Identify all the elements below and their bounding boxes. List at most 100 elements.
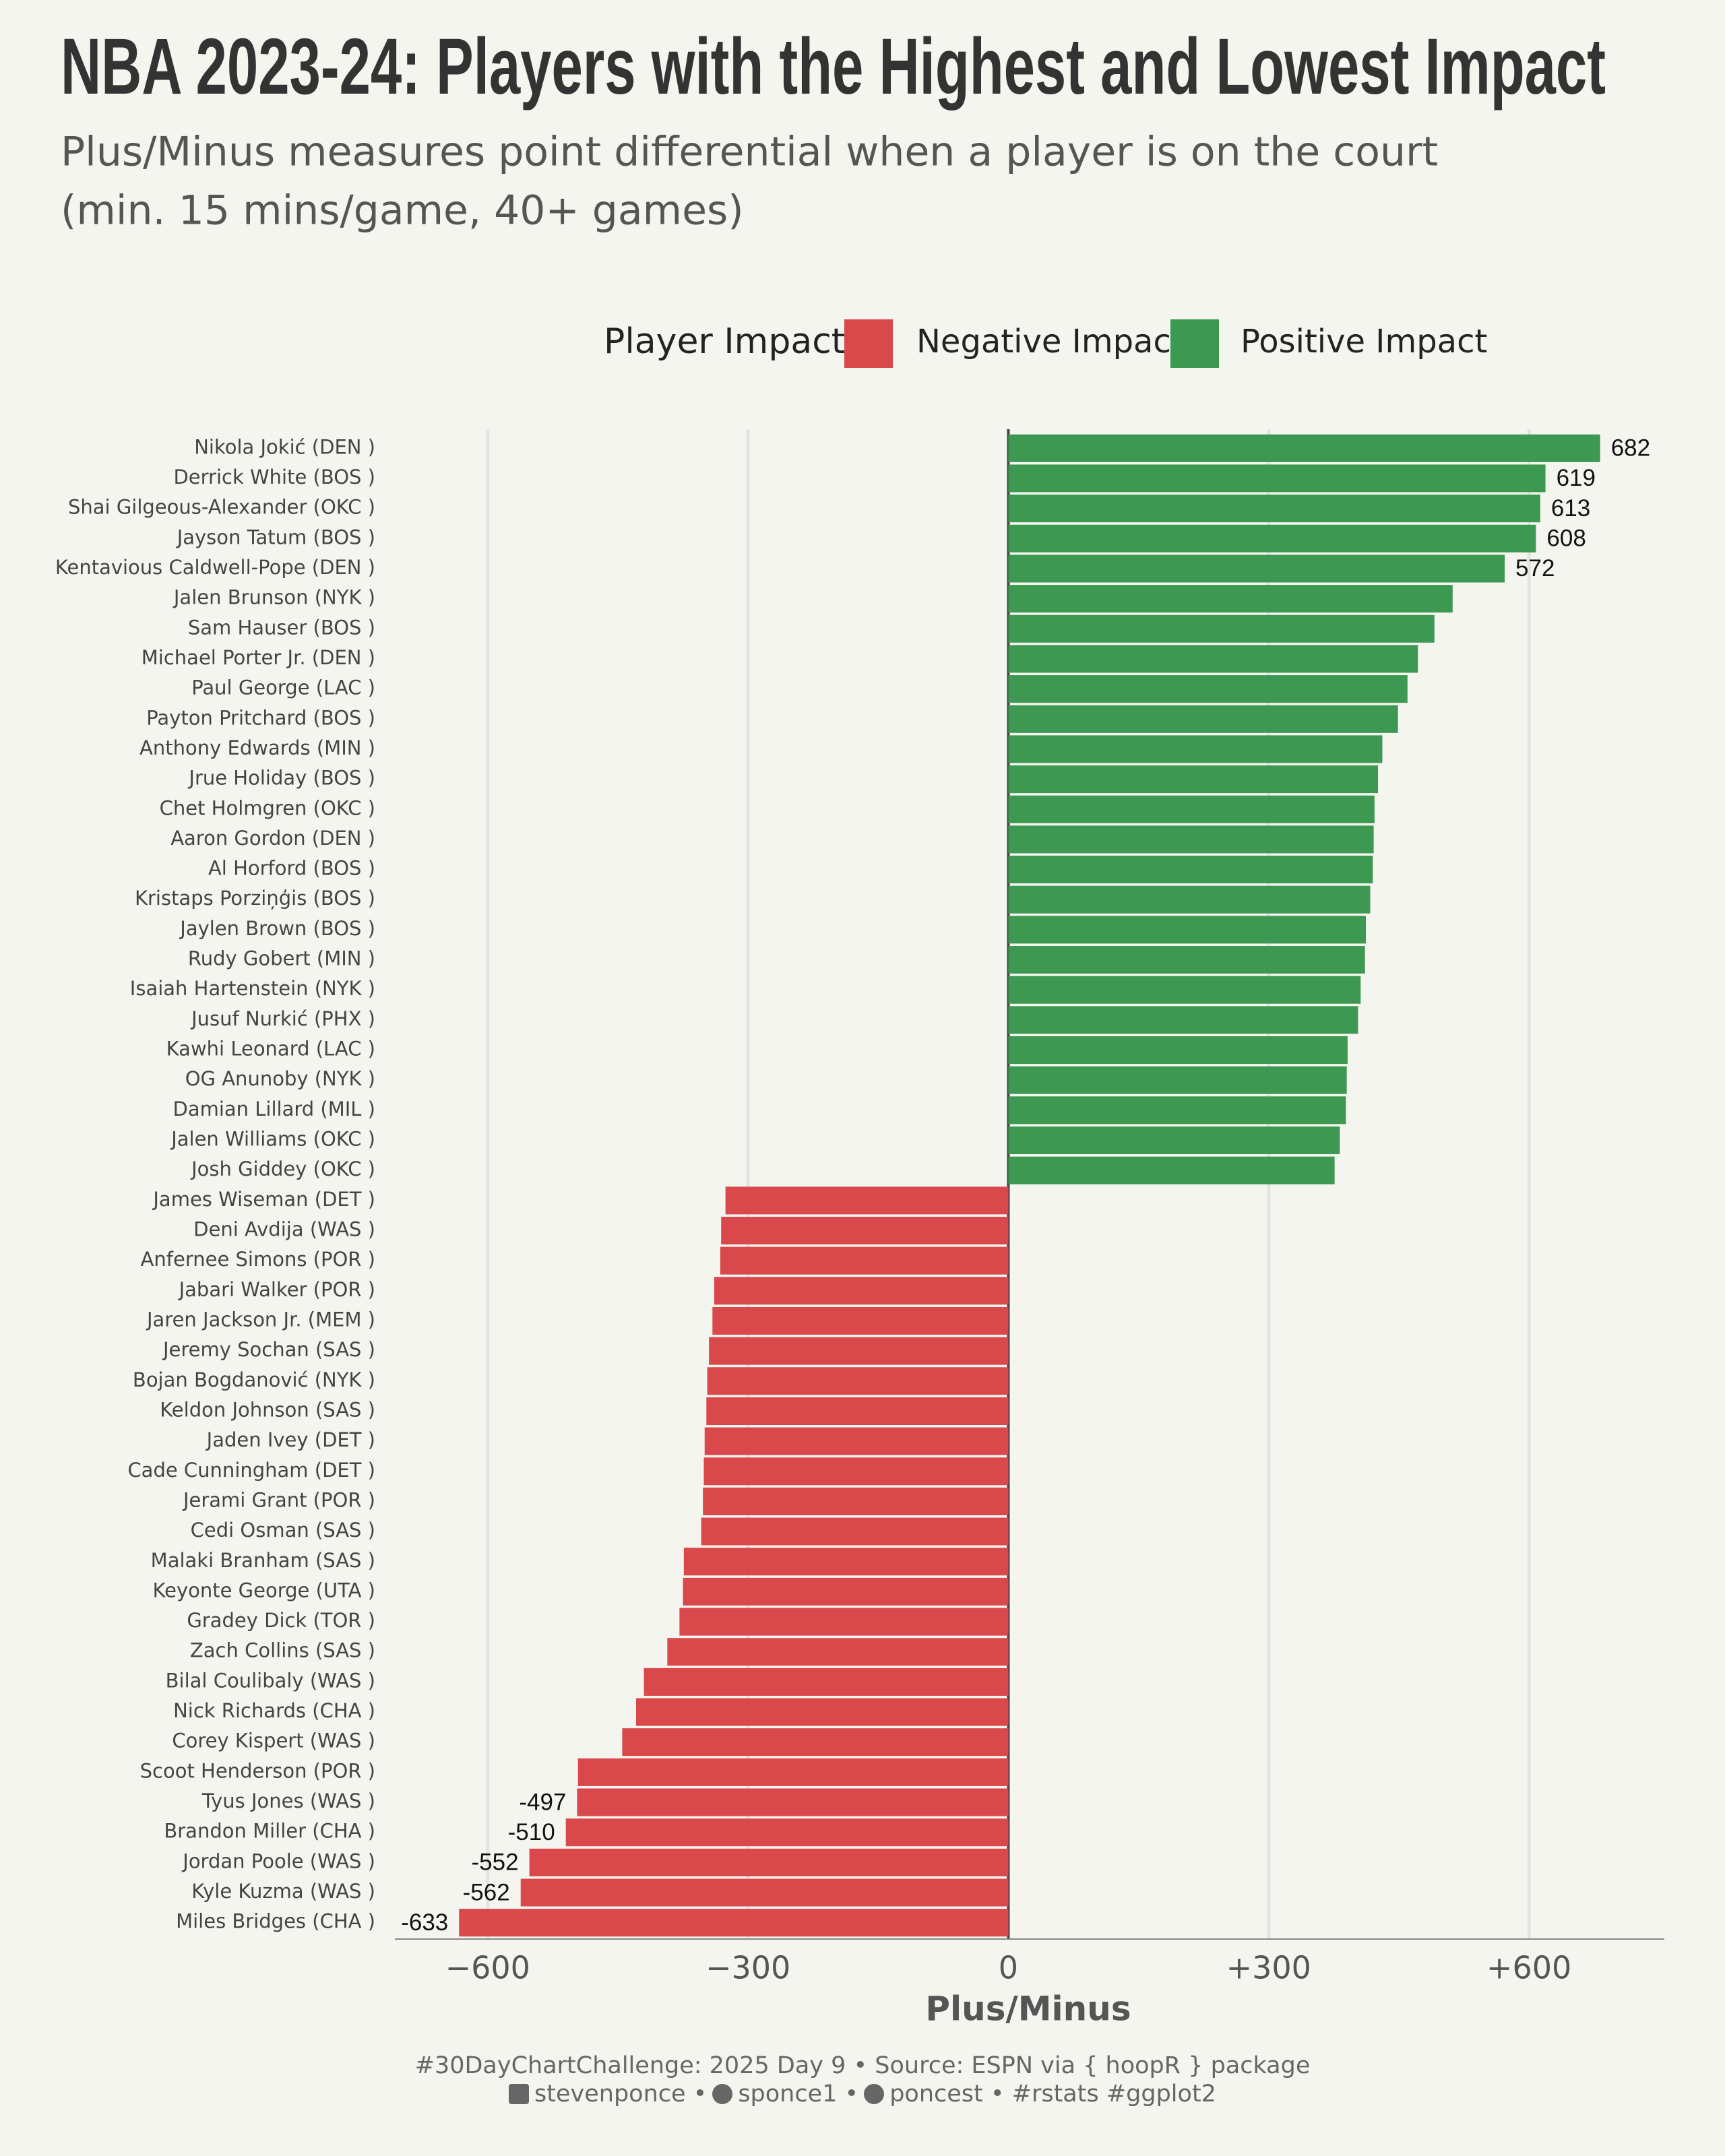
x-tick-label: −600 [445, 1950, 530, 1986]
y-tick-label: Bojan Bogdanović (NYK ) [133, 1368, 375, 1391]
bar [679, 1608, 1009, 1636]
y-tick-label: Jaren Jackson Jr. (MEM ) [146, 1308, 375, 1331]
y-tick-label: Kyle Kuzma (WAS ) [191, 1880, 375, 1903]
y-tick-label: Jayson Tatum (BOS ) [176, 526, 375, 548]
y-tick-label: Aaron Gordon (DEN ) [170, 827, 375, 850]
y-tick-label: Corey Kispert (WAS ) [172, 1730, 375, 1752]
y-tick-label: Kristaps Porziņģis (BOS ) [135, 887, 375, 910]
bar [701, 1517, 1009, 1546]
y-tick-label: Brandon Miller (CHA ) [164, 1820, 375, 1843]
y-tick-label: Cade Cunningham (DET ) [127, 1459, 375, 1482]
bar [644, 1668, 1009, 1696]
bar [1008, 885, 1371, 914]
value-label: 613 [1551, 495, 1590, 521]
y-tick-label: Cedi Osman (SAS ) [191, 1519, 375, 1542]
y-tick-label: Sam Hauser (BOS ) [188, 616, 375, 639]
y-tick-label: Michael Porter Jr. (DEN ) [142, 646, 375, 669]
y-tick-label: Chet Holmgren (OKC ) [160, 796, 375, 819]
y-tick-label: Anthony Edwards (MIN ) [139, 736, 375, 759]
legend-swatch [1170, 319, 1219, 368]
bar [1008, 795, 1375, 823]
bar [577, 1758, 1009, 1786]
caption: #30DayChartChallenge: 2025 Day 9 • Sourc… [0, 2052, 1725, 2108]
caption-text: #30DayChartChallenge: 2025 Day 9 • Sourc… [414, 2052, 1311, 2079]
caption-line: #30DayChartChallenge: 2025 Day 9 • Sourc… [0, 2052, 1725, 2080]
bar [1008, 735, 1383, 763]
bar [1008, 675, 1408, 703]
value-label: -497 [519, 1789, 566, 1815]
y-tick-label: Jalen Brunson (NYK ) [172, 586, 375, 609]
y-tick-label: Damian Lillard (MIL ) [173, 1098, 376, 1120]
y-tick-label: Rudy Gobert (MIN ) [188, 947, 375, 970]
y-tick-label: Jalen Williams (OKC ) [170, 1128, 375, 1151]
y-tick-label: Deni Avdija (WAS ) [193, 1217, 375, 1240]
y-tick-label: Jaylen Brown (BOS ) [179, 917, 375, 940]
bar [1008, 464, 1546, 493]
bar [714, 1277, 1009, 1305]
bar [707, 1367, 1009, 1395]
y-tick-label: Nikola Jokić (DEN ) [194, 435, 375, 458]
github-icon [864, 2084, 885, 2104]
bar [667, 1638, 1009, 1666]
y-tick-label: Kawhi Leonard (LAC ) [166, 1038, 375, 1060]
linkedin-icon [509, 2084, 530, 2104]
y-tick-label: Jeremy Sochan (SAS ) [162, 1338, 375, 1361]
y-tick-label: Derrick White (BOS ) [173, 466, 375, 488]
bar [706, 1397, 1009, 1425]
y-tick-label: Payton Pritchard (BOS ) [146, 706, 375, 729]
bar [520, 1878, 1009, 1907]
bar [1008, 645, 1418, 673]
y-tick-label: Bilal Coulibaly (WAS ) [166, 1669, 375, 1692]
bar [1008, 856, 1373, 884]
y-tick-label: Jusuf Nurkić (PHX ) [190, 1007, 375, 1030]
bar [1008, 1096, 1346, 1124]
y-tick-label: Jaden Ivey (DET ) [206, 1428, 375, 1451]
chart-subtitle: Plus/Minus measures point differential w… [61, 129, 1438, 176]
bar [709, 1337, 1009, 1365]
bar [622, 1728, 1009, 1756]
x-tick-label: +300 [1226, 1950, 1311, 1986]
chart-subtitle: (min. 15 mins/game, 40+ games) [61, 187, 744, 234]
bar [703, 1457, 1009, 1486]
caption-text: stevenponce • [534, 2081, 708, 2107]
bar [1008, 976, 1361, 1004]
legend-label: Positive Impact [1241, 323, 1487, 360]
bar [1008, 1006, 1358, 1034]
value-label: -562 [463, 1879, 510, 1905]
x-tick-label: −300 [705, 1950, 790, 1986]
y-tick-label: Josh Giddey (OKC ) [190, 1158, 375, 1180]
y-tick-label: Al Horford (BOS ) [208, 857, 375, 880]
bar [704, 1427, 1009, 1455]
bar [1008, 825, 1374, 854]
bar [1008, 946, 1365, 974]
value-label: 608 [1546, 526, 1586, 552]
bar [1008, 495, 1540, 523]
y-tick-label: Kentavious Caldwell-Pope (DEN ) [55, 556, 375, 579]
y-tick-label: Isaiah Hartenstein (NYK ) [130, 977, 375, 1000]
value-label: 619 [1557, 465, 1596, 491]
y-tick-label: Nick Richards (CHA ) [173, 1699, 375, 1722]
value-label: 572 [1515, 555, 1555, 581]
bar [1008, 916, 1367, 944]
caption-text: sponce1 • [738, 2081, 859, 2107]
y-tick-label: James Wiseman (DET ) [152, 1188, 375, 1211]
y-tick-label: Anfernee Simons (POR ) [141, 1248, 375, 1271]
bar [1008, 614, 1435, 643]
bar [1008, 1066, 1347, 1094]
value-label: -633 [401, 1909, 448, 1936]
x-axis-label: Plus/Minus [925, 1990, 1131, 2029]
legend-label: Negative Impact [916, 323, 1184, 360]
y-tick-label: Scoot Henderson (POR ) [140, 1759, 375, 1782]
value-label: -510 [508, 1819, 555, 1845]
y-tick-label: Jordan Poole (WAS ) [181, 1849, 375, 1872]
bar [565, 1818, 1009, 1847]
y-tick-label: Gradey Dick (TOR ) [187, 1609, 375, 1632]
value-label: -552 [472, 1849, 519, 1876]
bar [1008, 705, 1398, 733]
chart: NBA 2023-24: Players with the Highest an… [55, 22, 1664, 2029]
bluesky-icon [712, 2084, 733, 2104]
caption-text: poncest • #rstats #ggplot2 [889, 2081, 1216, 2107]
bar [635, 1698, 1009, 1726]
legend-swatch [844, 319, 893, 368]
